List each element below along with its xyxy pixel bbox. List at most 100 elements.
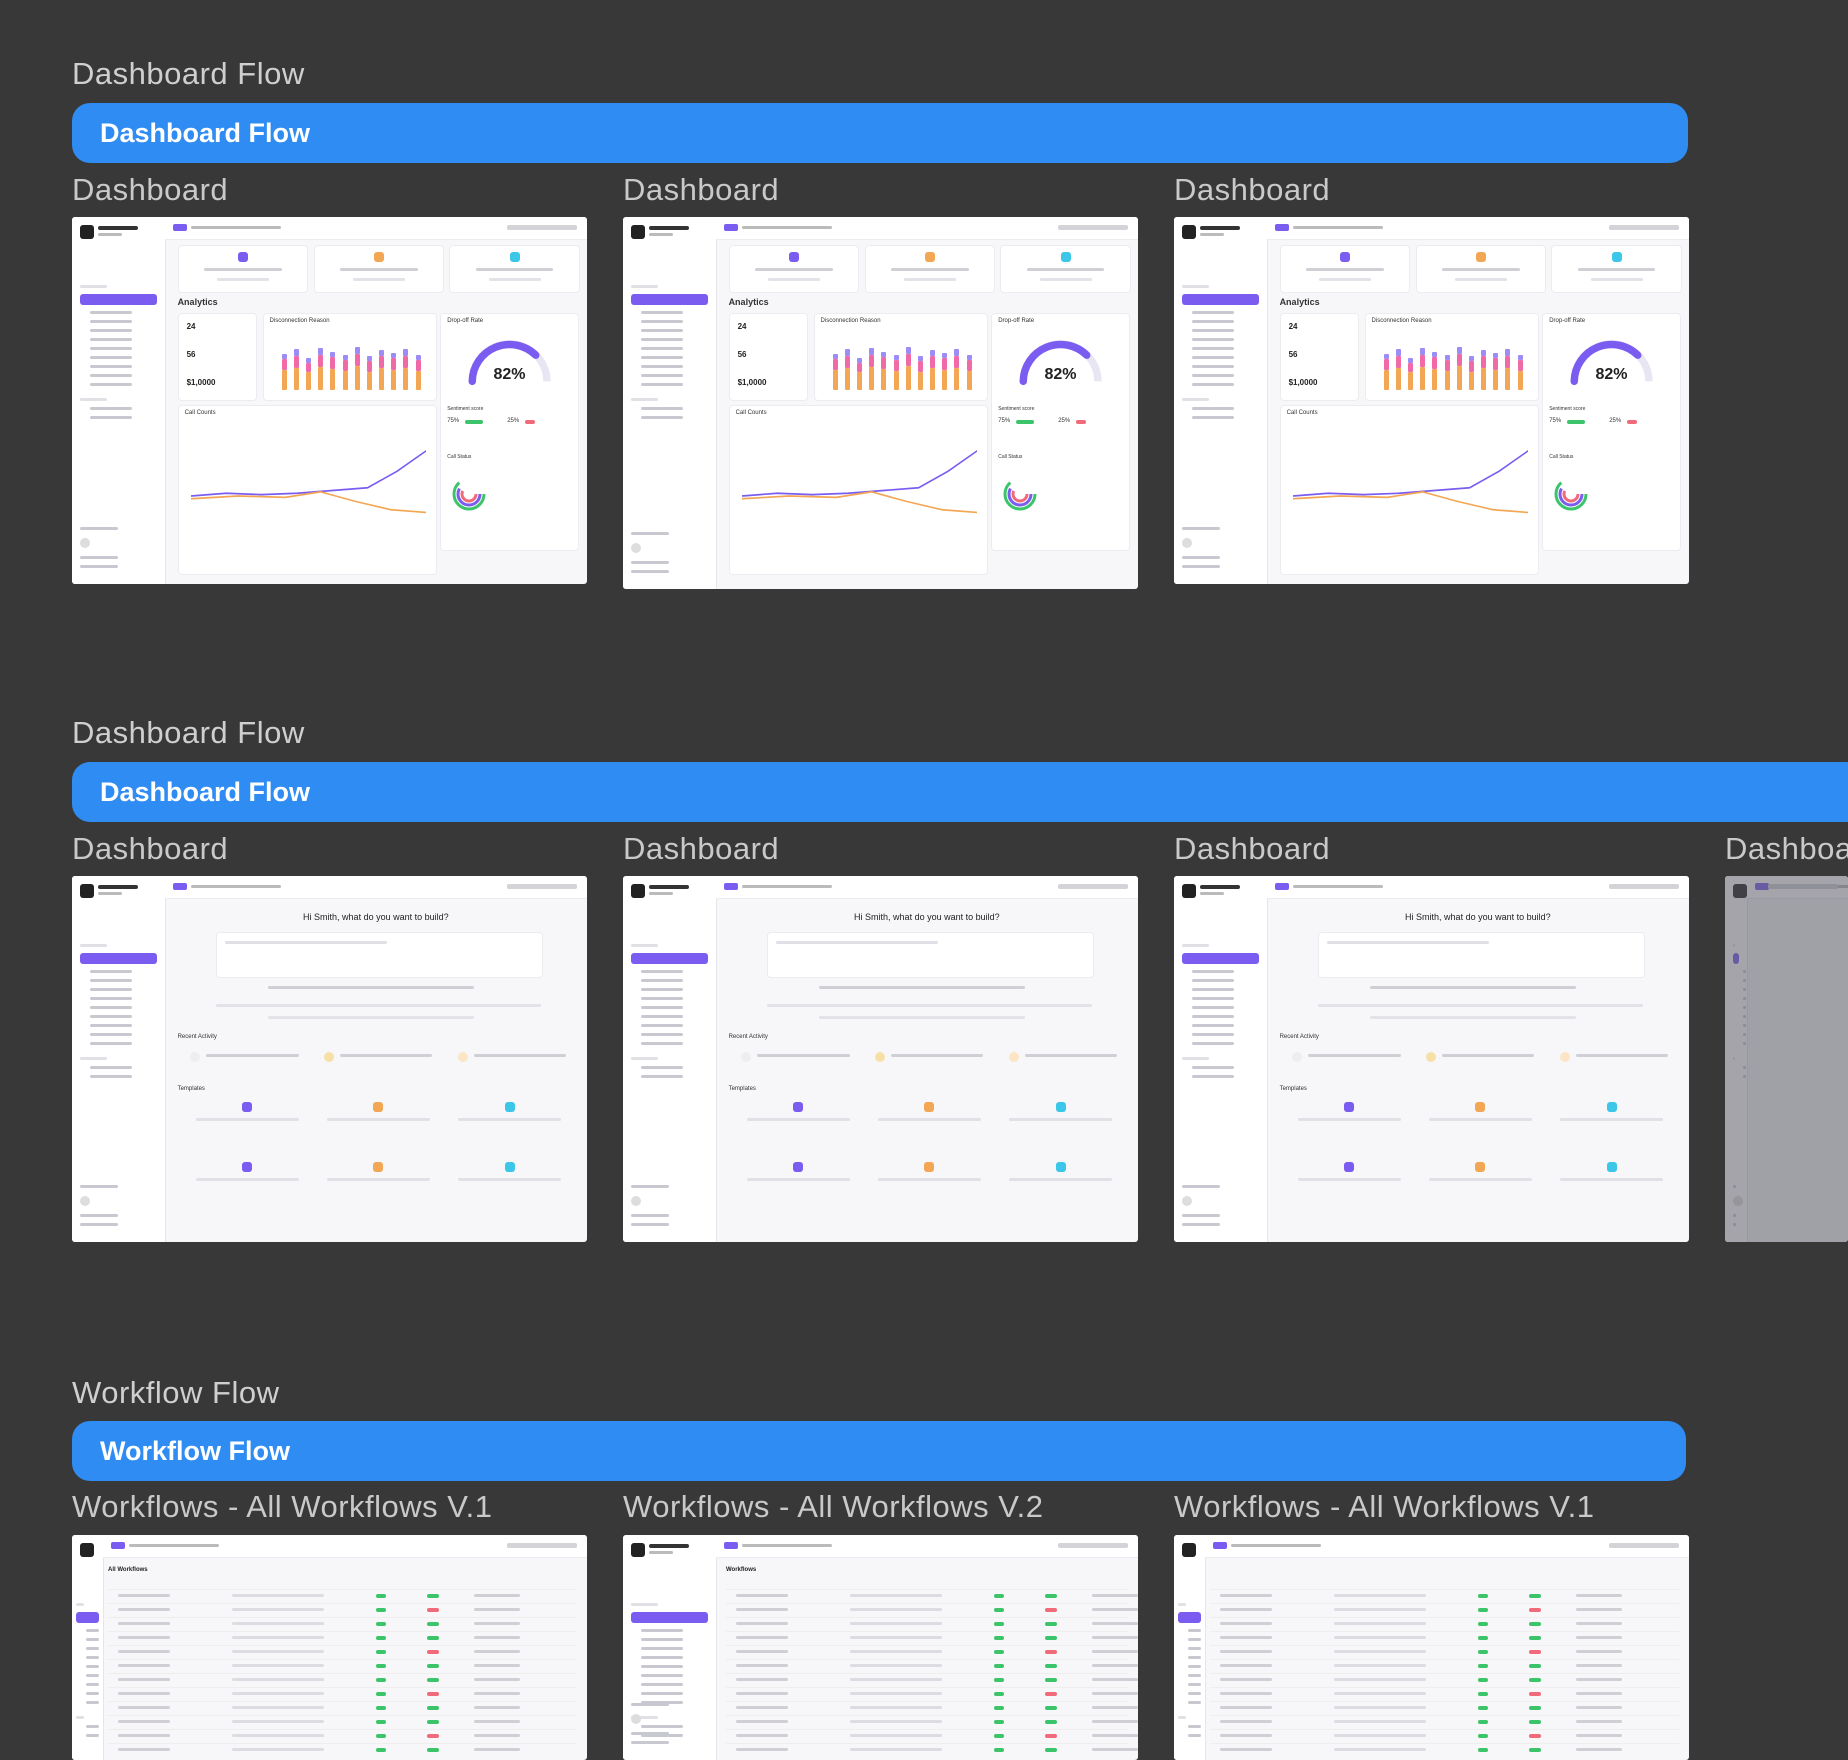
nav-item[interactable] <box>631 398 658 401</box>
nav-item[interactable] <box>1743 1042 1747 1045</box>
nav-item[interactable] <box>80 398 107 401</box>
prompt-input-box[interactable] <box>216 932 543 978</box>
nav-item[interactable] <box>1743 970 1747 973</box>
nav-item[interactable] <box>641 1683 684 1686</box>
nav-item[interactable] <box>1192 1075 1235 1078</box>
template-card[interactable] <box>1279 245 1411 293</box>
nav-item[interactable] <box>86 1692 99 1695</box>
nav-item[interactable] <box>90 979 133 982</box>
nav-item[interactable] <box>1192 374 1235 377</box>
table-row[interactable] <box>1210 1589 1679 1590</box>
nav-item[interactable] <box>641 1656 684 1659</box>
nav-item[interactable] <box>641 1006 684 1009</box>
nav-item[interactable] <box>90 374 133 377</box>
nav-item[interactable] <box>90 356 133 359</box>
nav-item[interactable] <box>80 944 107 947</box>
table-row[interactable] <box>108 1659 577 1660</box>
template-desc[interactable] <box>1560 1118 1664 1121</box>
template-card[interactable] <box>1000 245 1132 293</box>
nav-item[interactable] <box>1182 294 1259 305</box>
nav-item[interactable] <box>1192 1033 1235 1036</box>
nav-item[interactable] <box>641 1638 684 1641</box>
nav-item[interactable] <box>86 1701 99 1704</box>
table-row[interactable] <box>1210 1631 1679 1632</box>
table-row[interactable] <box>726 1687 1128 1688</box>
nav-item[interactable] <box>1192 1066 1235 1069</box>
nav-item[interactable] <box>641 311 684 314</box>
table-row[interactable] <box>1210 1687 1679 1688</box>
nav-item[interactable] <box>641 1075 684 1078</box>
activity-title[interactable] <box>890 1054 984 1057</box>
nav-item[interactable] <box>631 1612 708 1623</box>
nav-item[interactable] <box>1182 398 1209 401</box>
nav-item[interactable] <box>1743 1024 1747 1027</box>
nav-item[interactable] <box>641 1024 684 1027</box>
table-row[interactable] <box>108 1589 577 1590</box>
template-desc[interactable] <box>1297 1118 1401 1121</box>
nav-item[interactable] <box>1743 1033 1747 1036</box>
nav-item[interactable] <box>1192 365 1235 368</box>
nav-item[interactable] <box>1178 1612 1201 1623</box>
nav-item[interactable] <box>631 1603 658 1606</box>
nav-item[interactable] <box>90 311 133 314</box>
template-card[interactable] <box>864 245 996 293</box>
nav-item[interactable] <box>631 1716 658 1719</box>
nav-item[interactable] <box>641 1734 684 1737</box>
template-desc[interactable] <box>1009 1118 1113 1121</box>
table-row[interactable] <box>1210 1659 1679 1660</box>
nav-item[interactable] <box>641 338 684 341</box>
workflows-table-frame[interactable]: Workflows <box>623 1535 1138 1760</box>
template-desc[interactable] <box>458 1178 562 1181</box>
activity-title[interactable] <box>1575 1054 1669 1057</box>
nav-item[interactable] <box>641 1033 684 1036</box>
template-card[interactable] <box>1551 245 1683 293</box>
table-row[interactable] <box>726 1701 1128 1702</box>
template-desc[interactable] <box>326 1118 430 1121</box>
nav-item[interactable] <box>1743 1015 1747 1018</box>
nav-item[interactable] <box>86 1656 99 1659</box>
nav-item[interactable] <box>1178 1716 1186 1719</box>
table-row[interactable] <box>1210 1743 1679 1744</box>
nav-item[interactable] <box>1192 347 1235 350</box>
nav-item[interactable] <box>1188 1683 1201 1686</box>
table-row[interactable] <box>1210 1603 1679 1604</box>
table-row[interactable] <box>726 1673 1128 1674</box>
template-card[interactable] <box>728 245 860 293</box>
table-row[interactable] <box>108 1715 577 1716</box>
nav-item[interactable] <box>641 347 684 350</box>
activity-title[interactable] <box>1024 1054 1118 1057</box>
nav-item[interactable] <box>86 1629 99 1632</box>
nav-item[interactable] <box>1192 383 1235 386</box>
table-row[interactable] <box>108 1645 577 1646</box>
nav-item[interactable] <box>1192 416 1235 419</box>
nav-item[interactable] <box>1188 1701 1201 1704</box>
template-desc[interactable] <box>326 1178 430 1181</box>
nav-item[interactable] <box>80 1057 107 1060</box>
nav-item[interactable] <box>1743 979 1747 982</box>
nav-item[interactable] <box>1743 1075 1747 1078</box>
nav-item[interactable] <box>1192 320 1235 323</box>
nav-item[interactable] <box>641 1701 684 1704</box>
table-row[interactable] <box>108 1617 577 1618</box>
nav-item[interactable] <box>631 953 708 964</box>
nav-item[interactable] <box>1182 953 1259 964</box>
nav-item[interactable] <box>90 338 133 341</box>
nav-item[interactable] <box>1192 407 1235 410</box>
nav-item[interactable] <box>1182 285 1209 288</box>
nav-item[interactable] <box>90 1033 133 1036</box>
nav-item[interactable] <box>1192 1024 1235 1027</box>
activity-title[interactable] <box>205 1054 299 1057</box>
nav-item[interactable] <box>1188 1629 1201 1632</box>
nav-item[interactable] <box>90 329 133 332</box>
nav-item[interactable] <box>641 1665 684 1668</box>
table-row[interactable] <box>726 1743 1128 1744</box>
activity-title[interactable] <box>1307 1054 1401 1057</box>
activity-title[interactable] <box>473 1054 567 1057</box>
nav-item[interactable] <box>90 1006 133 1009</box>
nav-item[interactable] <box>631 1057 658 1060</box>
nav-item[interactable] <box>1743 988 1747 991</box>
prompt-input-box[interactable] <box>1318 932 1645 978</box>
nav-item[interactable] <box>1188 1692 1201 1695</box>
nav-item[interactable] <box>86 1647 99 1650</box>
nav-item[interactable] <box>1182 944 1209 947</box>
